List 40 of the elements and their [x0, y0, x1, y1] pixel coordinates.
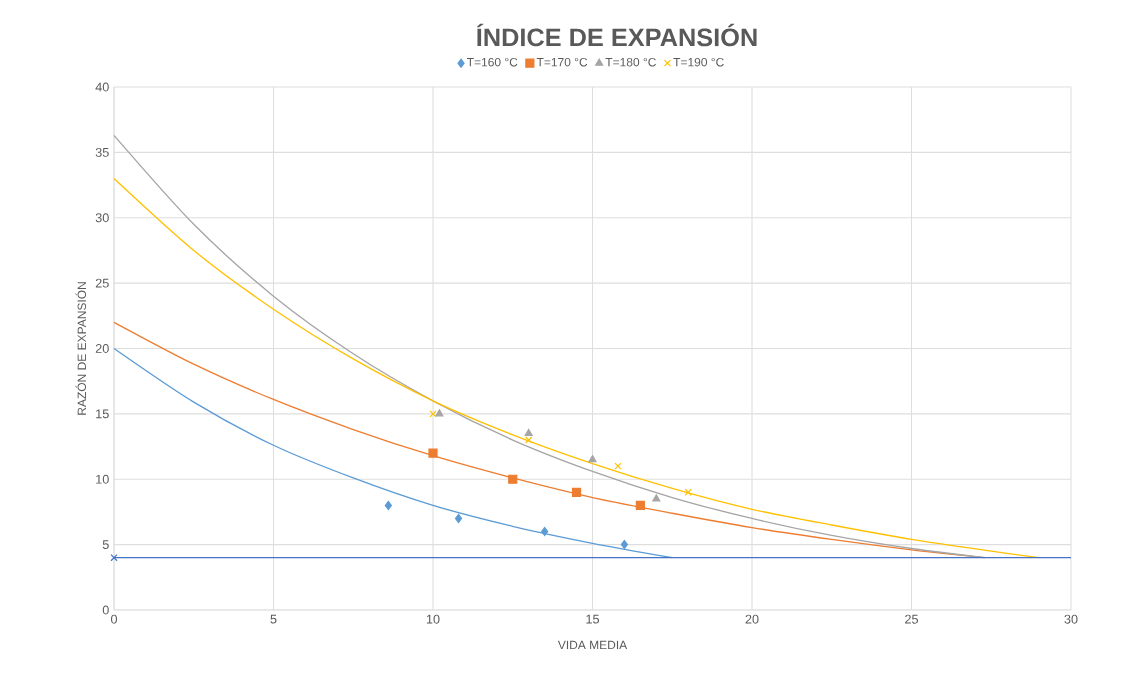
chart-title: ÍNDICE DE EXPANSIÓN: [477, 23, 757, 47]
y-tick-label: 20: [95, 344, 109, 353]
point: [614, 462, 622, 470]
legend-label: T=180 °C: [605, 57, 656, 67]
point: [384, 500, 392, 510]
x-tick-label: 10: [426, 614, 440, 624]
x-tick-label: 0: [110, 614, 118, 624]
x-tick-label: 25: [905, 614, 919, 624]
point: [435, 409, 444, 417]
y-tick-label: 5: [102, 540, 109, 550]
point: [571, 487, 582, 497]
point: [428, 448, 438, 458]
legend-label: T=190 °C: [673, 57, 724, 67]
y-tick-label: 40: [95, 82, 109, 92]
point: [525, 436, 533, 444]
point: [541, 526, 549, 537]
point: [620, 540, 628, 550]
point: [635, 500, 645, 510]
x-tick-label: 15: [586, 614, 600, 624]
x-tick-label: 20: [745, 614, 759, 624]
y-tick-label: 25: [95, 278, 109, 288]
point: [588, 455, 597, 463]
point: [454, 513, 463, 524]
point: [684, 488, 692, 496]
y-tick-label: 15: [96, 409, 109, 419]
y-axis-title: RAZÓN DE EXPANSIÓN: [75, 282, 87, 415]
point: [508, 474, 518, 484]
y-tick-label: 35: [95, 147, 109, 157]
point: [110, 554, 118, 562]
y-tick-label: 10: [96, 474, 109, 484]
point: [429, 410, 437, 418]
x-tick-label: 30: [1064, 614, 1078, 624]
point: [652, 494, 661, 502]
legend-label: T=160 °C: [466, 57, 518, 67]
point: [524, 428, 533, 437]
y-tick-label: 0: [102, 605, 109, 615]
x-axis-title: VIDA MEDIA: [557, 640, 628, 650]
legend-label: T=170 °C: [536, 57, 588, 67]
x-tick-label: 5: [270, 614, 277, 624]
y-tick-label: 30: [95, 213, 109, 223]
